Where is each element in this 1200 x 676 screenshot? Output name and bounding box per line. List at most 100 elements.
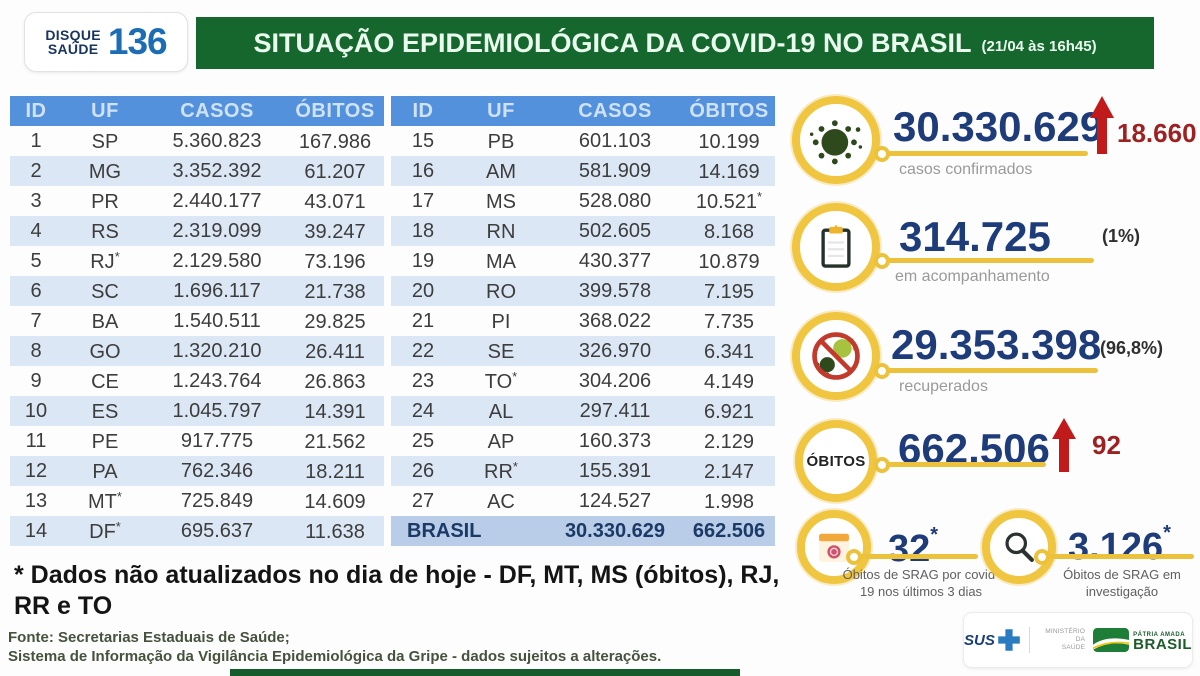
divider [1028, 627, 1030, 653]
page-title: SITUAÇÃO EPIDEMIOLÓGICA DA COVID-19 NO B… [253, 27, 972, 58]
state-row: 5 RJ* 2.129.580 73.196 [10, 246, 384, 276]
state-deaths: 10.199 [698, 130, 760, 153]
state-row: 16 AM 581.909 14.169 [391, 156, 775, 186]
state-uf: SC [91, 280, 119, 303]
state-cases: 3.352.392 [172, 159, 262, 182]
state-id: 14 [24, 519, 48, 542]
state-uf: AP [487, 430, 515, 453]
no-virus-icon [792, 312, 880, 400]
state-deaths: 29.825 [304, 310, 366, 333]
brasil-gov-logo: PÁTRIA AMADA BRASIL [1093, 628, 1192, 652]
state-row: 23 TO* 304.206 4.149 [391, 366, 775, 396]
deaths-delta: 92 [1092, 430, 1121, 460]
state-id: 6 [30, 279, 42, 302]
underline [874, 363, 1098, 379]
logo-number: 136 [107, 21, 168, 62]
state-id: 18 [411, 219, 435, 242]
srag-recent-value: 32* [888, 524, 939, 570]
state-row: 17 MS 528.080 10.521* [391, 186, 775, 216]
states-table-left: ID UF CASOS ÓBITOS 1 SP 5.360.823 167.98… [10, 96, 384, 546]
state-id: 4 [30, 219, 42, 242]
state-cases: 124.527 [578, 489, 652, 512]
state-uf: MA [486, 250, 516, 273]
state-cases: 5.360.823 [172, 129, 262, 152]
state-cases: 581.909 [578, 159, 652, 182]
state-deaths: 43.071 [304, 190, 366, 213]
col-casos: CASOS [148, 96, 286, 126]
source-line1: Fonte: Secretarias Estaduais de Saúde; [8, 629, 290, 646]
recovered-label: recuperados [899, 378, 988, 395]
state-deaths: 7.195 [703, 280, 755, 303]
state-uf: PA [92, 460, 118, 483]
state-uf: ES [91, 400, 119, 423]
state-id: 27 [411, 489, 435, 512]
col-obitos: ÓBITOS [683, 96, 775, 126]
footnote: * Dados não atualizados no dia de hoje -… [14, 561, 780, 620]
obitos-ring: ÓBITOS [795, 420, 877, 502]
state-uf: AL [488, 400, 514, 423]
state-cases: 326.970 [578, 339, 652, 362]
state-uf: AM [486, 160, 516, 183]
calendar-virus-icon [797, 510, 871, 584]
state-id: 15 [411, 129, 435, 152]
underline [874, 253, 1094, 269]
title-banner: SITUAÇÃO EPIDEMIOLÓGICA DA COVID-19 NO B… [196, 17, 1154, 69]
state-id: 5 [30, 249, 42, 272]
state-cases: 1.045.797 [172, 399, 262, 422]
state-row: 3 PR 2.440.177 43.071 [10, 186, 384, 216]
state-deaths: 11.638 [305, 520, 365, 543]
brasil-flag-icon [1093, 628, 1130, 652]
col-casos: CASOS [547, 96, 683, 126]
srag-invest-value: 3.126* [1068, 522, 1171, 568]
confirmed-label: casos confirmados [899, 161, 1033, 178]
col-uf: UF [455, 96, 547, 126]
state-cases: 304.206 [578, 369, 652, 392]
state-uf: GO [89, 340, 121, 363]
state-cases: 917.775 [180, 429, 254, 452]
state-cases: 2.440.177 [172, 189, 262, 212]
underline [874, 457, 1046, 473]
state-uf: RS [91, 220, 119, 243]
timestamp: (21/04 às 16h45) [981, 37, 1097, 55]
state-deaths: 73.196 [304, 250, 366, 273]
state-row: 21 PI 368.022 7.735 [391, 306, 775, 336]
up-arrow-icon [1052, 418, 1076, 477]
state-id: 20 [411, 279, 435, 302]
state-cases: 160.373 [578, 429, 652, 452]
state-cases: 601.103 [578, 129, 652, 152]
state-uf: PI [491, 310, 511, 333]
state-cases: 399.578 [578, 279, 652, 302]
state-uf: SE [487, 340, 515, 363]
table-header-row: ID UF CASOS ÓBITOS [10, 96, 384, 126]
state-deaths: 2.147 [703, 460, 755, 483]
state-row: 18 RN 502.605 8.168 [391, 216, 775, 246]
state-row: 4 RS 2.319.099 39.247 [10, 216, 384, 246]
state-id: 22 [411, 339, 435, 362]
state-uf: MG [88, 160, 122, 183]
state-id: 13 [24, 489, 48, 512]
state-row: 7 BA 1.540.511 29.825 [10, 306, 384, 336]
state-uf: AC [487, 490, 515, 513]
state-deaths: 26.411 [305, 340, 365, 363]
state-deaths: 14.391 [304, 400, 366, 423]
state-id: 2 [30, 159, 42, 182]
state-id: 12 [24, 459, 48, 482]
sus-logo: SUS [964, 628, 1021, 652]
state-uf: PR [91, 190, 119, 213]
state-deaths: 167.986 [298, 130, 372, 153]
underline [846, 549, 978, 565]
state-uf: RN [486, 220, 516, 243]
state-id: 23 [411, 369, 435, 392]
state-row: 26 RR* 155.391 2.147 [391, 456, 775, 486]
state-deaths: 4.149 [703, 370, 755, 393]
state-row: 12 PA 762.346 18.211 [10, 456, 384, 486]
followup-value: 314.725 [899, 213, 1051, 260]
state-cases: 2.129.580 [172, 249, 262, 272]
state-id: 21 [411, 309, 435, 332]
state-cases: 2.319.099 [172, 219, 262, 242]
state-cases: 528.080 [578, 189, 652, 212]
state-row: 22 SE 326.970 6.341 [391, 336, 775, 366]
sus-cross-icon [998, 629, 1020, 651]
state-row: 13 MT* 725.849 14.609 [10, 486, 384, 516]
state-row: 1 SP 5.360.823 167.986 [10, 126, 384, 156]
